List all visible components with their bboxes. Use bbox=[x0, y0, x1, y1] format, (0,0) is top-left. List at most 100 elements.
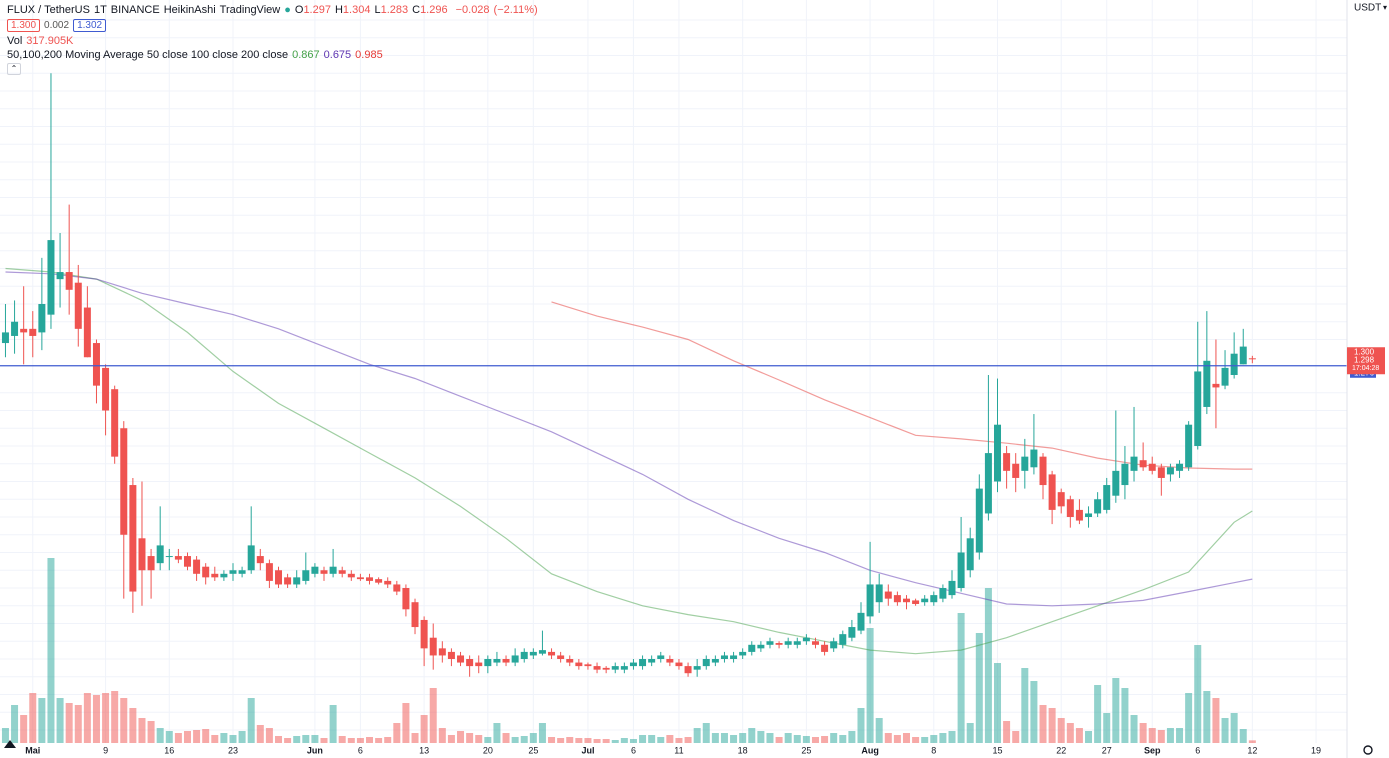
candle-body bbox=[648, 659, 656, 663]
volume-bar bbox=[83, 693, 91, 743]
volume-bar bbox=[857, 708, 865, 743]
candle-body bbox=[529, 651, 537, 656]
volume-bar bbox=[730, 735, 738, 743]
candle-body bbox=[102, 367, 110, 411]
source: TradingView bbox=[219, 4, 281, 16]
volume-bar bbox=[1230, 713, 1238, 743]
buy-button[interactable]: 1.302 bbox=[73, 19, 107, 32]
candle-body bbox=[984, 453, 992, 514]
volume-bar bbox=[411, 733, 419, 743]
moving-average-line bbox=[5, 267, 1253, 655]
candle-body bbox=[675, 662, 683, 667]
candle-body bbox=[811, 641, 819, 645]
volume-bar bbox=[1166, 728, 1174, 743]
volume-bar bbox=[639, 735, 647, 743]
volume-bar bbox=[902, 733, 910, 743]
volume-bar bbox=[693, 728, 701, 743]
candle-body bbox=[47, 240, 55, 315]
candle-body bbox=[538, 650, 546, 654]
volume-bar bbox=[1048, 708, 1056, 743]
candle-body bbox=[939, 588, 947, 599]
candle-body bbox=[739, 651, 747, 656]
volume-bar bbox=[657, 737, 665, 743]
volume-bar bbox=[493, 723, 501, 743]
candle-body bbox=[1048, 474, 1056, 510]
candle-body bbox=[265, 563, 273, 581]
candle-body bbox=[457, 655, 465, 663]
candle-body bbox=[1139, 460, 1147, 468]
candle-body bbox=[1003, 453, 1011, 471]
candle-body bbox=[1148, 463, 1156, 471]
candle-body bbox=[256, 556, 264, 564]
candle-body bbox=[1094, 499, 1102, 514]
candle-body bbox=[147, 556, 155, 571]
volume-bar bbox=[720, 733, 728, 743]
volume-bar bbox=[757, 731, 765, 743]
volume-bar bbox=[739, 733, 747, 743]
volume-bar bbox=[975, 633, 983, 743]
candle-body bbox=[420, 619, 428, 649]
x-tick-label: Sep bbox=[1144, 745, 1161, 755]
volume-bar bbox=[684, 737, 692, 743]
currency-caret[interactable]: ▾ bbox=[1383, 3, 1387, 12]
status-dot: ● bbox=[284, 4, 291, 16]
volume-bar bbox=[165, 731, 173, 743]
volume-bar bbox=[939, 733, 947, 743]
ohlc-value: 1.304 bbox=[342, 4, 371, 16]
candle-body bbox=[620, 666, 628, 670]
candle-body bbox=[1012, 463, 1020, 478]
candle-body bbox=[1066, 499, 1074, 518]
candle-body bbox=[639, 659, 647, 667]
ohlc-value: 1.283 bbox=[380, 4, 409, 16]
volume-bar bbox=[202, 729, 210, 743]
candle-body bbox=[1021, 456, 1029, 471]
volume-bar bbox=[893, 735, 901, 743]
symbol[interactable]: FLUX / TetherUS bbox=[7, 4, 90, 16]
volume-bar bbox=[529, 733, 537, 743]
candle-body bbox=[65, 272, 73, 290]
ma-title: 50,100,200 Moving Average 50 close 100 c… bbox=[7, 49, 289, 61]
volume-bar bbox=[265, 728, 273, 743]
volume-bar bbox=[875, 718, 883, 743]
volume-bar bbox=[830, 733, 838, 743]
volume-bar bbox=[620, 738, 628, 743]
sell-button[interactable]: 1.300 bbox=[7, 19, 41, 32]
candle-body bbox=[320, 570, 328, 574]
volume-bar bbox=[1030, 681, 1038, 743]
ohlc-key: C bbox=[412, 4, 421, 16]
vol-label: Vol bbox=[7, 35, 23, 47]
price-tag: 1.300 bbox=[1354, 347, 1375, 356]
candle-body bbox=[566, 659, 574, 663]
candle-body bbox=[857, 612, 865, 631]
volume-bar bbox=[1130, 715, 1138, 743]
candle-body bbox=[29, 328, 37, 336]
volume-bar bbox=[475, 735, 483, 743]
candle-body bbox=[1039, 456, 1047, 486]
volume-bar bbox=[1203, 691, 1211, 743]
volume-bar bbox=[711, 733, 719, 743]
volume-bar bbox=[1139, 723, 1147, 743]
volume-bar bbox=[11, 705, 19, 743]
candle-body bbox=[1112, 470, 1120, 496]
legend-panel: FLUX / TetherUS 1T BINANCE HeikinAshi Tradin… bbox=[7, 3, 542, 75]
collapse-button[interactable]: ⌃ bbox=[7, 63, 21, 75]
volume-bar bbox=[47, 558, 55, 743]
volume-bar bbox=[1039, 705, 1047, 743]
candle-body bbox=[338, 570, 346, 574]
logo[interactable] bbox=[4, 740, 16, 748]
volume-bar bbox=[366, 737, 374, 743]
candle-body bbox=[129, 485, 137, 592]
candle-body bbox=[1, 332, 9, 344]
volume-bar bbox=[511, 737, 519, 743]
candle-body bbox=[311, 566, 319, 574]
volume-bar bbox=[593, 739, 601, 743]
ma-value: 0.985 bbox=[355, 49, 383, 61]
candle-body bbox=[375, 579, 383, 583]
candle-body bbox=[848, 627, 856, 638]
volume-bar bbox=[802, 736, 810, 743]
currency-label[interactable]: USDT bbox=[1354, 3, 1381, 14]
candle-body bbox=[120, 428, 128, 535]
interval: 1T bbox=[93, 4, 107, 16]
settings-icon[interactable] bbox=[1363, 745, 1373, 755]
candle-body bbox=[557, 655, 565, 660]
